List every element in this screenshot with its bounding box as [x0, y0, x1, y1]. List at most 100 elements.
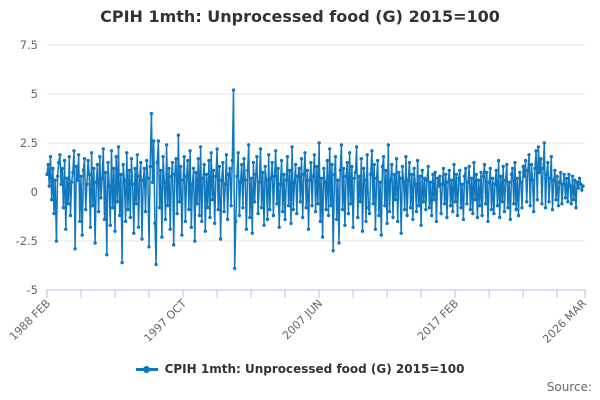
- series-point: [480, 213, 484, 218]
- series-point: [496, 158, 501, 163]
- series-point: [379, 233, 383, 237]
- chart-title: CPIH 1mth: Unprocessed food (G) 2015=100: [100, 7, 500, 26]
- series-point: [346, 211, 351, 216]
- series-point: [150, 180, 155, 184]
- series-point: [449, 178, 454, 182]
- series-point: [349, 202, 353, 206]
- series-point: [162, 180, 166, 184]
- series-point: [552, 178, 556, 182]
- series-point: [371, 202, 375, 206]
- series-point: [533, 166, 537, 171]
- series-point: [161, 155, 165, 159]
- series-point: [499, 174, 503, 178]
- series-point: [380, 164, 385, 169]
- series-point: [252, 200, 257, 204]
- series-point: [376, 158, 380, 163]
- series-point: [452, 162, 456, 167]
- series-point: [573, 178, 577, 182]
- series-point: [155, 160, 159, 165]
- series-point: [343, 223, 347, 227]
- series-point: [88, 225, 93, 229]
- series-point: [222, 209, 226, 214]
- series-point: [448, 204, 453, 208]
- series-point: [84, 207, 88, 212]
- series-point: [254, 172, 258, 177]
- series-point: [421, 200, 426, 204]
- series-point: [114, 155, 118, 159]
- series-point: [387, 209, 392, 214]
- series-point: [460, 182, 464, 186]
- series-point: [298, 200, 302, 204]
- series-point: [446, 180, 450, 184]
- series-point: [261, 170, 265, 175]
- series-point: [60, 166, 64, 171]
- series-point: [153, 221, 157, 226]
- series-point: [478, 204, 482, 208]
- series-point: [66, 202, 70, 206]
- series-point: [466, 180, 470, 184]
- series-point: [419, 223, 423, 227]
- series-point: [563, 196, 568, 200]
- series-point: [351, 225, 355, 229]
- series-point: [216, 207, 220, 212]
- series-point: [210, 198, 215, 202]
- series-point: [119, 172, 123, 177]
- series-point: [350, 164, 354, 169]
- series-point: [268, 207, 272, 212]
- series-point: [141, 178, 145, 182]
- series-point: [82, 157, 87, 161]
- series-point: [491, 176, 495, 180]
- series-point: [89, 151, 94, 155]
- series-point: [385, 221, 389, 226]
- series-point: [393, 198, 397, 202]
- y-axis-tick-label: 7.5: [20, 38, 38, 52]
- series-point: [489, 207, 494, 212]
- series-point: [331, 249, 335, 253]
- series-point: [167, 166, 171, 171]
- series-point: [469, 176, 474, 180]
- series-point: [296, 174, 300, 178]
- series-point: [72, 149, 76, 153]
- series-point: [256, 211, 260, 216]
- series-point: [154, 262, 158, 267]
- series-point: [241, 206, 245, 210]
- series-point: [231, 88, 236, 92]
- series-point: [121, 162, 125, 167]
- series-point: [320, 235, 325, 239]
- series-point: [442, 202, 447, 206]
- series-point: [559, 170, 563, 175]
- series-point: [276, 166, 280, 171]
- series-point: [318, 219, 322, 224]
- series-point: [488, 166, 492, 171]
- series-point: [87, 172, 91, 177]
- series-point: [354, 145, 359, 149]
- legend-item[interactable]: CPIH 1mth: Unprocessed food (G) 2015=100: [0, 362, 600, 376]
- series-point: [54, 239, 59, 243]
- series-point: [454, 172, 458, 177]
- series-point: [130, 182, 135, 186]
- series-point: [45, 172, 49, 177]
- series-point: [250, 231, 254, 235]
- series-point: [257, 180, 261, 184]
- series-point: [213, 221, 217, 226]
- series-point: [433, 170, 437, 175]
- series-point: [187, 207, 191, 212]
- series-point: [217, 164, 222, 169]
- series-point: [79, 174, 83, 178]
- series-point: [461, 217, 466, 222]
- series-point: [435, 176, 440, 180]
- series-point: [50, 198, 54, 202]
- series-point: [177, 200, 182, 204]
- series-point: [103, 170, 108, 175]
- series-point: [367, 211, 372, 216]
- series-point: [493, 182, 497, 186]
- series-point: [176, 133, 181, 137]
- series-point: [457, 176, 461, 180]
- series-point: [120, 260, 124, 265]
- series-point: [397, 170, 401, 175]
- series-point: [311, 174, 315, 178]
- series-point: [309, 160, 313, 165]
- series-point: [471, 211, 475, 216]
- series-point: [283, 217, 287, 222]
- series-point: [303, 151, 307, 155]
